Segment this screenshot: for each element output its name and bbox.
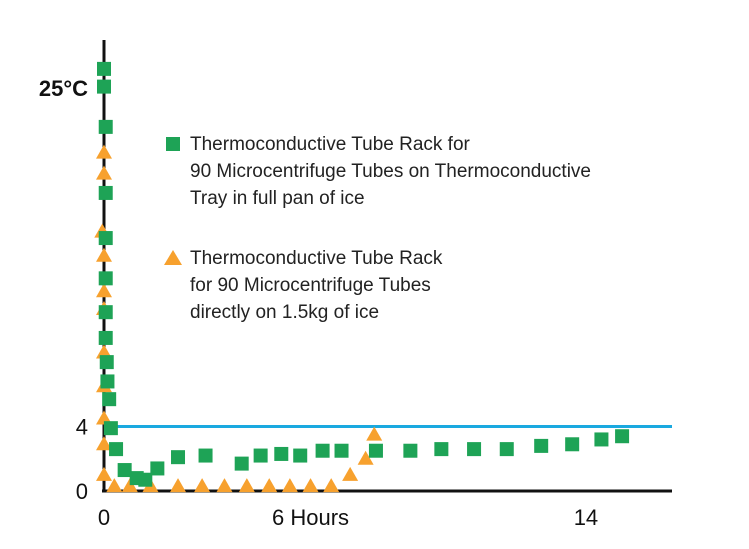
- legend-label-series-1: Thermoconductive Tube Rack for 90 Microc…: [190, 134, 591, 209]
- data-point-triangle: [96, 144, 112, 159]
- data-point-square: [274, 446, 289, 461]
- data-point-square: [109, 442, 124, 457]
- data-point-square: [293, 448, 308, 463]
- data-point-triangle: [96, 436, 112, 451]
- data-point-square: [98, 271, 113, 286]
- data-point-square: [100, 374, 115, 389]
- data-point-triangle: [238, 478, 255, 493]
- data-point-triangle: [96, 344, 112, 359]
- data-point-triangle: [170, 478, 187, 493]
- data-point-square: [615, 429, 630, 444]
- data-point-square: [467, 442, 482, 457]
- data-point-triangle: [96, 283, 112, 298]
- data-point-triangle: [261, 478, 278, 493]
- data-point-triangle: [96, 466, 112, 481]
- data-point-square: [234, 456, 249, 471]
- data-point-triangle: [96, 165, 112, 180]
- data-point-square: [594, 432, 609, 447]
- data-point-triangle: [366, 426, 383, 441]
- data-point-triangle: [216, 478, 233, 493]
- data-point-triangle: [194, 478, 211, 493]
- x-tick-label: 0: [98, 505, 110, 530]
- data-point-square: [98, 231, 113, 246]
- data-point-triangle: [106, 478, 123, 493]
- data-point-square: [434, 442, 449, 457]
- data-point-square: [198, 448, 213, 463]
- data-point-square: [368, 443, 383, 458]
- data-point-triangle: [357, 450, 374, 465]
- data-point-square: [534, 438, 549, 453]
- x-tick-label: 14: [574, 505, 598, 530]
- data-point-triangle: [302, 478, 319, 493]
- data-point-square: [138, 472, 153, 487]
- data-point-square: [98, 185, 113, 200]
- data-point-triangle: [96, 410, 112, 425]
- legend-label-series-2: Thermoconductive Tube Rack for 90 Microc…: [190, 248, 443, 323]
- data-point-square: [253, 448, 268, 463]
- data-point-square: [99, 355, 114, 370]
- data-point-triangle: [96, 247, 112, 262]
- data-point-triangle: [121, 478, 138, 493]
- data-point-square: [150, 461, 165, 476]
- data-point-square: [499, 442, 514, 457]
- data-point-square: [103, 421, 118, 436]
- data-point-square: [97, 61, 111, 76]
- data-point-square: [98, 119, 113, 134]
- legend-triangle-marker: [164, 250, 182, 265]
- data-point-square: [102, 392, 117, 407]
- data-point-square: [98, 330, 113, 345]
- legend-square-marker: [166, 137, 180, 151]
- data-point-square: [565, 437, 580, 452]
- data-point-square: [315, 443, 330, 458]
- data-point-square: [97, 79, 111, 94]
- data-point-square: [117, 463, 132, 478]
- y-tick-label: 4: [76, 415, 88, 440]
- y-tick-label: 25°C: [39, 76, 88, 101]
- data-point-square: [334, 443, 349, 458]
- y-tick-label: 0: [76, 479, 88, 504]
- data-point-square: [98, 305, 113, 320]
- data-point-triangle: [342, 466, 359, 481]
- data-point-triangle: [281, 478, 298, 493]
- data-point-square: [403, 443, 418, 458]
- data-point-square: [171, 450, 186, 465]
- data-point-triangle: [323, 478, 340, 493]
- x-tick-label: 6 Hours: [272, 505, 349, 530]
